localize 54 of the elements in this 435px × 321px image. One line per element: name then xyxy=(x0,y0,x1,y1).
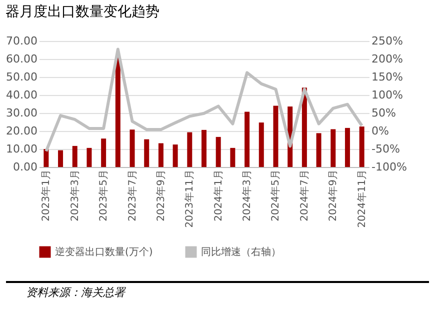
bar xyxy=(230,148,236,167)
y2-tick-label: 150% xyxy=(372,70,403,84)
legend-label: 同比增速（右轴） xyxy=(201,246,281,258)
bar xyxy=(130,130,135,167)
text: 资料来源：海关总署 xyxy=(6,281,429,300)
y2-tick-label: 50% xyxy=(372,106,396,120)
bar xyxy=(330,129,336,167)
bar xyxy=(144,139,150,167)
line-series xyxy=(44,48,364,153)
y-tick-label: 40.00 xyxy=(6,88,38,102)
bar xyxy=(72,146,78,167)
bar xyxy=(115,57,120,167)
bar xyxy=(244,112,250,167)
x-tick-label: 2023年9月 xyxy=(154,170,167,222)
y-tick-label: 70.00 xyxy=(6,34,38,48)
bar xyxy=(172,144,178,167)
y2-tick-label: 200% xyxy=(372,52,403,66)
y2-tick-label: 0% xyxy=(372,124,389,138)
x-tick-label: 2024年3月 xyxy=(241,170,254,222)
bar xyxy=(158,143,164,167)
x-tick-label: 2024年11月 xyxy=(356,170,368,228)
bar xyxy=(359,126,364,167)
y2-tick-label: -50% xyxy=(372,142,400,156)
chart-title: 器月度出口数量变化趋势 xyxy=(6,4,160,20)
y2-tick-label: -100% xyxy=(372,160,407,174)
y-tick-label: 30.00 xyxy=(6,106,38,120)
y-tick-label: 60.00 xyxy=(6,52,38,66)
x-tick-label: 2024年9月 xyxy=(327,170,340,222)
x-tick-label: 2023年11月 xyxy=(184,170,196,228)
y-tick-label: 20.00 xyxy=(6,124,38,138)
bar xyxy=(101,138,106,167)
bar xyxy=(258,122,264,167)
y2-tick-label: 250% xyxy=(372,34,403,48)
x-tick-label: 2024年7月 xyxy=(298,170,310,222)
bar xyxy=(202,130,206,167)
x-tick-label: 2023年5月 xyxy=(98,170,110,222)
bar xyxy=(344,128,350,167)
y2-tick-label: 100% xyxy=(372,88,403,102)
y-tick-label: 10.00 xyxy=(6,142,38,156)
bar xyxy=(316,133,322,167)
x-tick-label: 2024年1月 xyxy=(212,170,224,222)
x-tick-label: 2023年3月 xyxy=(68,170,81,222)
bar xyxy=(273,106,278,167)
x-tick-label: 2023年7月 xyxy=(126,170,138,222)
y-tick-label: 50.00 xyxy=(6,70,38,84)
bar xyxy=(44,149,49,167)
x-tick-label: 2024年5月 xyxy=(270,170,282,222)
bar xyxy=(187,132,192,167)
bar xyxy=(86,148,92,167)
x-tick-label: 2023年1月 xyxy=(40,170,52,222)
bar xyxy=(216,136,221,167)
bar xyxy=(58,150,64,167)
y-tick-label: 0.00 xyxy=(13,160,38,174)
legend-label: 逆变器出口数量(万个) xyxy=(55,246,153,258)
